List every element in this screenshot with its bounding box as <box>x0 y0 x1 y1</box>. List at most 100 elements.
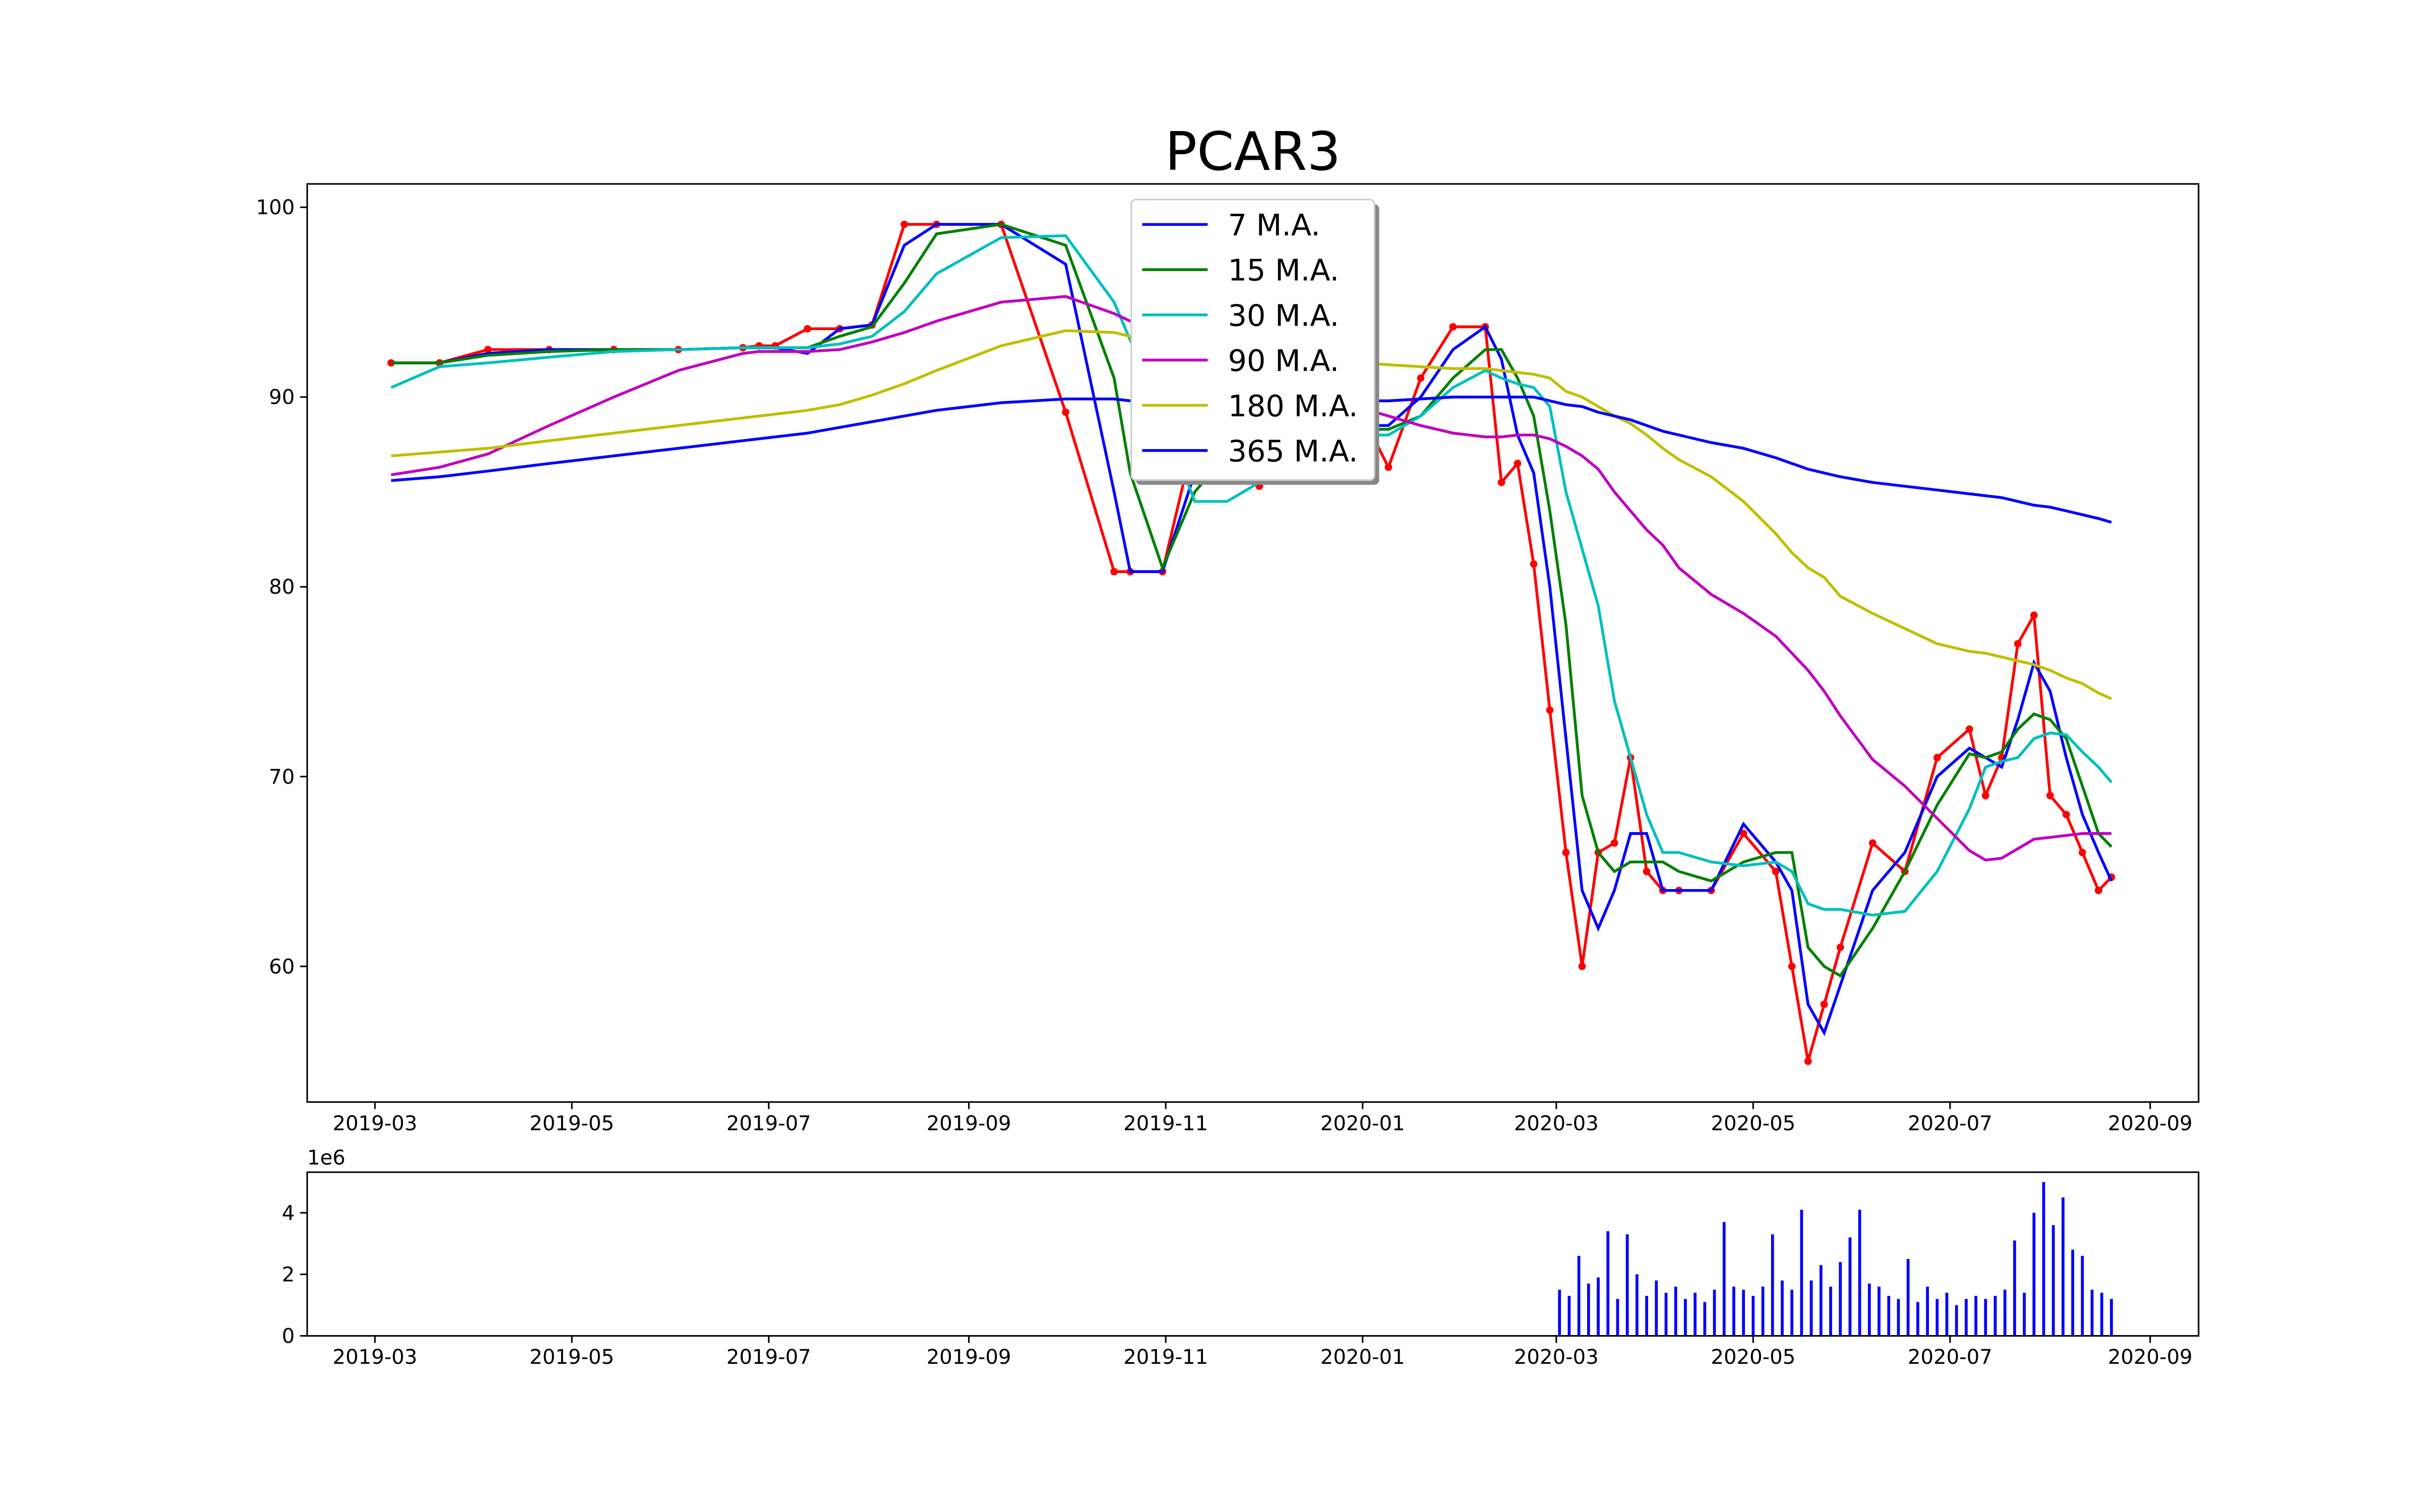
ma-line <box>391 396 2112 524</box>
legend-label: 30 M.A. <box>1228 298 1340 333</box>
price-point <box>1643 867 1651 875</box>
volume-bar <box>1684 1299 1687 1336</box>
price-point <box>1546 706 1554 714</box>
volume-bar <box>1809 1280 1813 1336</box>
volume-bar <box>1781 1280 1784 1336</box>
volume-bar <box>1722 1222 1726 1336</box>
volume-bar <box>1984 1299 1987 1336</box>
volume-bar <box>1858 1210 1861 1336</box>
price-point <box>1981 792 1989 799</box>
volume-bar <box>1945 1293 1949 1336</box>
volume-bar <box>1587 1283 1590 1336</box>
volume-bar <box>1645 1296 1648 1336</box>
x-tick-label: 2020-01 <box>1320 1346 1405 1369</box>
volume-bar <box>2110 1299 2113 1336</box>
price-point <box>2014 640 2022 648</box>
price-point <box>1788 962 1796 970</box>
x-tick-label: 2020-09 <box>2108 1346 2193 1369</box>
y-tick-label: 70 <box>269 766 294 789</box>
volume-bar <box>1935 1299 1939 1336</box>
price-point <box>1820 1000 1828 1009</box>
legend-label: 365 M.A. <box>1228 433 1358 468</box>
price-point <box>1417 374 1425 382</box>
axes: 2019-03 2019-05 2019-07 2019-09 2019-11 2020-… <box>282 1146 2200 1369</box>
x-tick-label: 2019-05 <box>529 1112 614 1135</box>
volume-bar <box>1771 1234 1774 1336</box>
price-point <box>1497 478 1505 486</box>
legend-label: 90 M.A. <box>1228 343 1340 378</box>
price-point <box>1804 1057 1812 1065</box>
volume-bar <box>1897 1299 1900 1336</box>
price-point <box>1384 463 1393 471</box>
volume-bar <box>2100 1293 2103 1336</box>
plot <box>387 220 2115 1065</box>
volume-bar <box>2062 1197 2065 1336</box>
volume-bar <box>1761 1286 1765 1336</box>
volume-bar <box>1867 1283 1871 1336</box>
volume-bar <box>1751 1296 1755 1336</box>
x-tick-label: 2019-03 <box>333 1346 417 1369</box>
volume-bar <box>2023 1293 2026 1336</box>
plot <box>1558 1182 2113 1336</box>
x-tick-label: 2019-03 <box>333 1112 417 1135</box>
price-point <box>1110 568 1118 576</box>
axes-frame <box>306 183 2200 1103</box>
axes-frame <box>306 1171 2200 1337</box>
x-tick-label: 2020-07 <box>1908 1346 1992 1369</box>
axis-offset-label: 1e6 <box>307 1146 345 1169</box>
volume-bar <box>1713 1289 1716 1336</box>
ma-line <box>390 234 2113 917</box>
volume-bar <box>1567 1296 1571 1336</box>
legend-label: 7 M.A. <box>1228 208 1320 242</box>
volume-bar <box>1732 1286 1735 1336</box>
plot-area <box>307 1172 2199 1336</box>
price-point <box>2094 887 2102 895</box>
volume-bar <box>1558 1289 1561 1336</box>
volume-bar <box>1655 1280 1658 1336</box>
volume-bar <box>1664 1293 1668 1336</box>
x-tick-label: 2019-07 <box>727 1112 811 1135</box>
price-point <box>1739 830 1747 838</box>
volume-bar <box>2051 1225 2055 1336</box>
volume-bar <box>1829 1286 1832 1336</box>
x-tick-label: 2020-05 <box>1711 1112 1795 1135</box>
legend-label: 180 M.A. <box>1228 389 1358 423</box>
y-tick-label: 100 <box>256 196 295 219</box>
x-tick-label: 2019-11 <box>1123 1346 1208 1369</box>
volume-bar <box>1674 1286 1677 1336</box>
volume-bar <box>1636 1274 1639 1336</box>
price-point <box>484 346 492 354</box>
x-tick-label: 2020-09 <box>2108 1112 2193 1135</box>
price-point <box>1514 460 1522 467</box>
price-point <box>2030 611 2038 619</box>
volume-bar <box>1606 1231 1610 1336</box>
volume-bar <box>1974 1296 1977 1336</box>
x-tick-label: 2020-07 <box>1908 1112 1992 1135</box>
y-tick-label: 80 <box>269 576 294 599</box>
x-tick-label: 2019-09 <box>927 1112 1011 1135</box>
volume-bar <box>2032 1213 2036 1336</box>
price-point <box>1772 867 1780 875</box>
chart-title: PCAR3 <box>1165 120 1341 182</box>
volume-bar <box>1577 1255 1581 1336</box>
volume-bar <box>1965 1299 1968 1336</box>
volume-bar <box>1839 1262 1842 1336</box>
ma-line <box>391 295 2111 862</box>
x-tick-label: 2020-03 <box>1514 1112 1599 1135</box>
volume-bar <box>1625 1234 1629 1336</box>
volume-bar <box>1693 1293 1697 1336</box>
ma-line <box>391 329 2112 701</box>
price-point <box>387 359 395 367</box>
legend-label: 15 M.A. <box>1228 253 1340 288</box>
y-tick-label: 90 <box>269 386 294 409</box>
volume-bar <box>1848 1237 1852 1336</box>
y-tick-label: 4 <box>282 1202 295 1225</box>
x-tick-label: 2019-07 <box>727 1346 811 1369</box>
volume-bar <box>1955 1305 1958 1336</box>
volume-bar <box>1906 1258 1910 1336</box>
volume-bar <box>2071 1249 2075 1336</box>
x-tick-label: 2020-05 <box>1711 1346 1795 1369</box>
price-point <box>1449 323 1457 331</box>
